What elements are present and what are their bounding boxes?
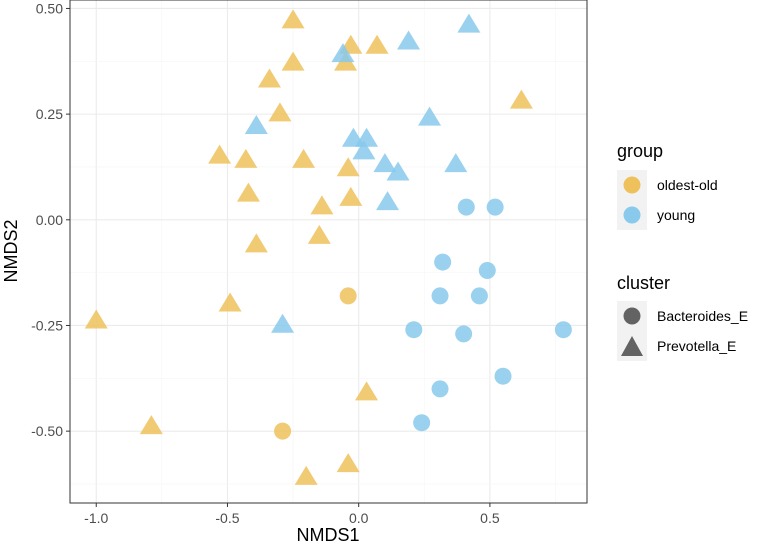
point-young-bacteroides [405, 321, 423, 339]
point-oldest-old-prevotella [281, 51, 305, 71]
panel-border [69, 0, 588, 504]
y-axis-ticks: -0.50 -0.25 0.00 0.25 0.50 [31, 0, 70, 439]
legend-label-bacteroides: Bacteroides_E [657, 308, 748, 324]
point-oldest-old-prevotella [139, 415, 163, 435]
point-young-prevotella [418, 106, 442, 126]
point-oldest-old-prevotella [307, 224, 331, 244]
point-young-prevotella [331, 43, 355, 63]
point-young-bacteroides [457, 198, 475, 216]
point-oldest-old-prevotella [336, 157, 360, 177]
point-young-prevotella [386, 161, 410, 181]
point-young-bacteroides [431, 380, 449, 398]
point-oldest-old-bacteroides [339, 287, 357, 305]
legend-group: group oldest-old young [617, 141, 718, 230]
x-tick-label: -0.5 [215, 510, 239, 526]
legend-label-prevotella: Prevotella_E [657, 338, 736, 354]
legend-key-prevotella [621, 336, 643, 356]
point-oldest-old-prevotella [84, 309, 108, 329]
y-tick-label: 0.50 [36, 0, 63, 16]
point-oldest-old-prevotella [257, 68, 281, 88]
x-tick-label: -1.0 [84, 510, 108, 526]
point-young-prevotella [457, 13, 481, 33]
point-young-bacteroides [434, 253, 452, 271]
point-oldest-old-prevotella [208, 144, 232, 164]
legend-cluster: cluster Bacteroides_E Prevotella_E [617, 273, 748, 361]
legend-label-oldest-old: oldest-old [657, 177, 718, 193]
point-young-prevotella [355, 127, 379, 147]
y-tick-label: 0.25 [36, 106, 63, 122]
point-young-bacteroides [486, 198, 504, 216]
point-oldest-old-prevotella [281, 9, 305, 29]
point-oldest-old-prevotella [365, 34, 389, 54]
point-oldest-old-prevotella [218, 292, 242, 312]
point-young-prevotella [244, 115, 268, 135]
point-oldest-old-prevotella [336, 453, 360, 473]
legend-label-young: young [657, 207, 695, 223]
point-young-prevotella [376, 191, 400, 211]
point-oldest-old-prevotella [355, 381, 379, 401]
y-tick-label: -0.25 [31, 317, 63, 333]
point-oldest-old-prevotella [244, 233, 268, 253]
point-young-prevotella [373, 153, 397, 173]
point-oldest-old-prevotella [509, 89, 533, 109]
legend-key-young [623, 206, 641, 224]
point-young-prevotella [397, 30, 421, 50]
panel-background [70, 0, 587, 503]
legend-key-oldest-old [623, 176, 641, 194]
legend-cluster-title: cluster [617, 273, 670, 293]
point-young-bacteroides [554, 321, 572, 339]
x-tick-label: 0.0 [349, 510, 369, 526]
data-points [84, 9, 572, 485]
point-oldest-old-prevotella [236, 182, 260, 202]
point-oldest-old-prevotella [294, 465, 318, 485]
legend-key-bacteroides [623, 307, 641, 325]
point-young-bacteroides [494, 367, 512, 385]
x-tick-label: 0.5 [480, 510, 500, 526]
point-young-bacteroides [413, 414, 431, 432]
point-young-prevotella [271, 313, 295, 333]
point-oldest-old-prevotella [310, 195, 334, 215]
point-young-bacteroides [478, 262, 496, 280]
point-oldest-old-prevotella [234, 148, 258, 168]
x-axis-title: NMDS1 [296, 525, 359, 545]
point-oldest-old-prevotella [339, 186, 363, 206]
y-axis-title: NMDS2 [1, 219, 21, 282]
point-young-bacteroides [470, 287, 488, 305]
point-young-bacteroides [455, 325, 473, 343]
y-tick-label: -0.50 [31, 423, 63, 439]
point-young-prevotella [352, 140, 376, 160]
legend-group-title: group [617, 141, 663, 161]
point-young-bacteroides [431, 287, 449, 305]
point-oldest-old-bacteroides [274, 422, 292, 440]
point-oldest-old-prevotella [268, 102, 292, 122]
point-oldest-old-prevotella [292, 148, 316, 168]
x-axis-ticks: -1.0 -0.5 0.0 0.5 [84, 503, 500, 526]
y-tick-label: 0.00 [36, 212, 63, 228]
point-young-prevotella [444, 153, 468, 173]
